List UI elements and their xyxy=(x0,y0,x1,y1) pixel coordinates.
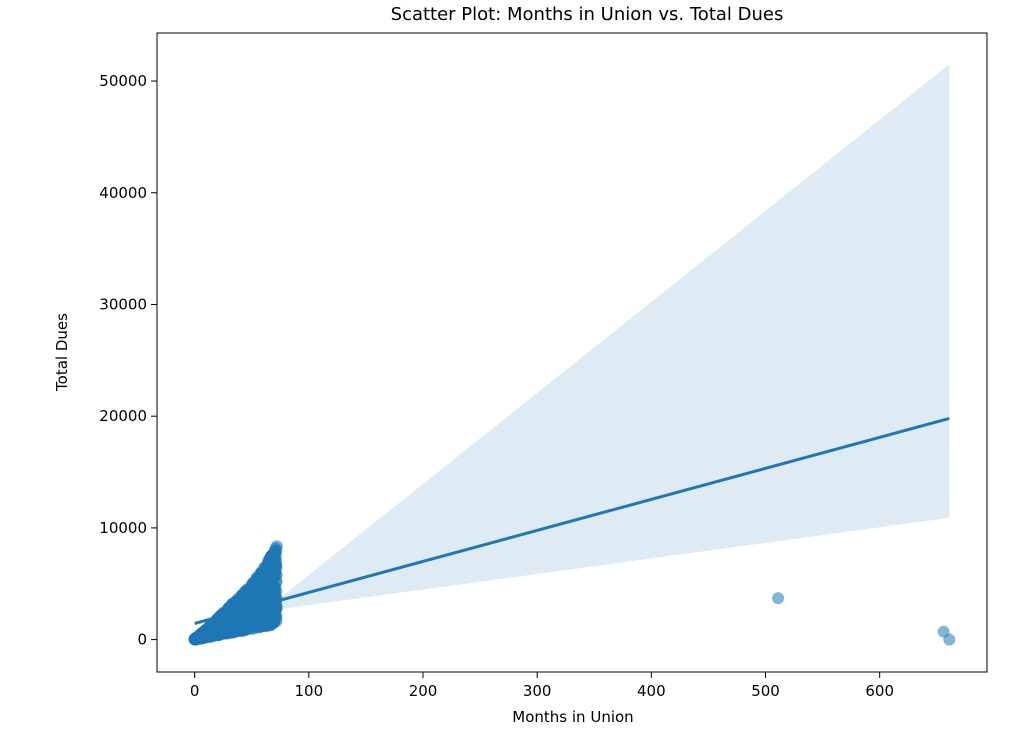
data-point xyxy=(254,583,267,596)
y-tick-label: 50000 xyxy=(99,72,147,90)
y-tick-label: 40000 xyxy=(99,184,147,202)
data-point xyxy=(210,627,223,640)
chart-title: Scatter Plot: Months in Union vs. Total … xyxy=(391,4,784,25)
point-cluster xyxy=(188,540,283,646)
data-point xyxy=(270,569,283,582)
plot-area xyxy=(188,64,956,646)
x-tick-label: 200 xyxy=(409,682,438,700)
x-tick-label: 100 xyxy=(295,682,324,700)
data-point xyxy=(256,566,269,579)
x-axis-label: Months in Union xyxy=(512,708,633,726)
x-tick-label: 0 xyxy=(190,682,200,700)
y-axis: 0 10000 20000 30000 40000 50000 xyxy=(99,72,157,649)
y-tick-label: 20000 xyxy=(99,407,147,425)
data-point xyxy=(219,623,232,636)
confidence-band xyxy=(194,64,950,626)
data-point xyxy=(264,616,277,629)
x-tick-label: 300 xyxy=(523,682,552,700)
data-point xyxy=(242,618,255,631)
x-tick-label: 500 xyxy=(751,682,780,700)
data-point xyxy=(266,586,279,599)
y-tick-label: 30000 xyxy=(99,295,147,313)
y-tick-label: 10000 xyxy=(99,519,147,537)
x-axis: 0 100 200 300 400 500 600 xyxy=(190,672,894,700)
data-point xyxy=(269,546,282,559)
data-point xyxy=(242,584,255,597)
data-point xyxy=(252,608,265,621)
y-tick-label: 0 xyxy=(137,631,147,649)
regression-line xyxy=(194,416,950,625)
data-point-outlier xyxy=(943,633,956,646)
data-point-outlier xyxy=(772,592,785,605)
x-tick-label: 600 xyxy=(865,682,894,700)
data-point xyxy=(237,596,250,609)
y-axis-label: Total Dues xyxy=(53,313,71,392)
x-tick-label: 400 xyxy=(637,682,666,700)
data-point xyxy=(227,614,240,627)
axes-frame xyxy=(156,32,988,673)
